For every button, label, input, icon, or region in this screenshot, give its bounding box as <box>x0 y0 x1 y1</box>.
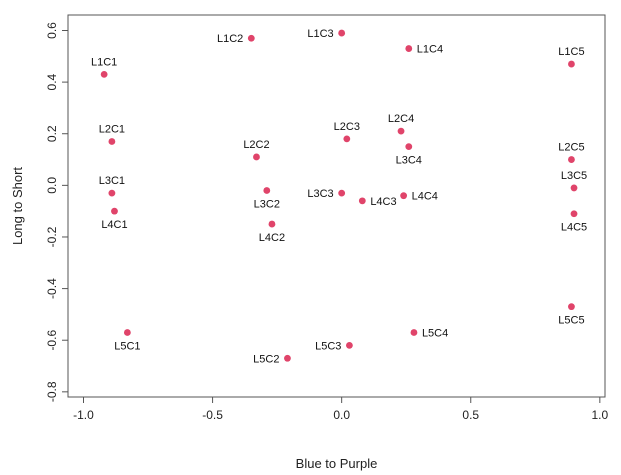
data-point-l1c2 <box>247 34 255 42</box>
point-label: L4C5 <box>561 222 587 234</box>
data-points <box>100 29 578 362</box>
point-label: L3C2 <box>254 199 280 211</box>
point-label: L5C4 <box>422 327 448 339</box>
y-tick-label: -0.8 <box>45 381 59 402</box>
point-label: L2C1 <box>99 123 125 135</box>
point-label: L1C1 <box>91 56 117 68</box>
point-label: L2C3 <box>334 121 360 133</box>
data-point-l5c4 <box>410 329 418 336</box>
data-point-l2c3 <box>343 135 351 143</box>
data-point-l1c5 <box>568 60 575 68</box>
point-label: L2C2 <box>243 139 269 151</box>
point-label: L1C2 <box>217 33 243 45</box>
point-label: L4C3 <box>370 196 396 208</box>
point-label: L4C1 <box>101 219 127 231</box>
data-point-l1c1 <box>100 70 108 78</box>
data-point-l3c4 <box>405 143 413 151</box>
point-label: L5C2 <box>253 353 279 365</box>
data-point-l2c5 <box>568 156 575 163</box>
x-tick-label: 0.0 <box>333 408 350 422</box>
y-tick-label: -0.2 <box>45 226 59 247</box>
x-axis: -1.0 -0.5 0.0 0.5 1.0 <box>73 397 609 422</box>
data-point-l4c5 <box>570 210 578 218</box>
data-point-l3c1 <box>108 189 116 197</box>
point-label: L2C5 <box>558 142 584 154</box>
data-point-l3c3 <box>338 189 346 197</box>
point-labels: L1C1 L1C2 L1C3 L1C4 L1C5 L2C1 L2C2 L2C3 L2C4 L2C5… <box>91 28 587 365</box>
data-point-l4c3 <box>358 197 366 205</box>
point-label: L3C5 <box>561 170 587 182</box>
point-label: L1C4 <box>417 44 443 56</box>
y-tick-label: 0.4 <box>45 73 59 90</box>
y-axis: 0.6 0.4 0.2 0.0 -0.2 -0.4 -0.6 -0.8 <box>45 22 68 402</box>
x-tick-label: -0.5 <box>202 408 223 422</box>
point-label: L3C3 <box>307 188 333 200</box>
data-point-l4c1 <box>111 207 118 215</box>
x-tick-label: 1.0 <box>591 408 608 422</box>
y-tick-label: -0.6 <box>45 330 59 351</box>
data-point-l4c2 <box>268 220 276 228</box>
x-tick-label: 0.5 <box>462 408 479 422</box>
data-point-l4c4 <box>400 192 408 200</box>
x-tick-label: -1.0 <box>73 408 94 422</box>
data-point-l5c3 <box>346 341 353 349</box>
point-label: L2C4 <box>388 113 414 125</box>
data-point-l3c2 <box>263 187 271 194</box>
y-axis-title: Long to Short <box>10 167 25 245</box>
data-point-l2c1 <box>108 138 116 145</box>
point-label: L1C3 <box>307 28 333 40</box>
y-tick-label: 0.0 <box>45 177 59 194</box>
data-point-l5c2 <box>284 354 291 362</box>
data-point-l1c3 <box>338 29 346 37</box>
y-tick-label: -0.4 <box>45 278 59 299</box>
point-label: L5C1 <box>114 340 140 352</box>
y-tick-label: 0.2 <box>45 125 59 142</box>
y-tick-label: 0.6 <box>45 22 59 39</box>
point-label: L3C4 <box>396 155 422 167</box>
data-point-l5c5 <box>568 303 575 311</box>
data-point-l1c4 <box>405 45 413 52</box>
point-label: L1C5 <box>558 46 584 58</box>
x-axis-title: Blue to Purple <box>296 456 378 471</box>
point-label: L4C4 <box>412 191 438 203</box>
point-label: L4C2 <box>259 232 285 244</box>
data-point-l3c5 <box>570 184 578 192</box>
point-label: L5C3 <box>315 340 341 352</box>
data-point-l5c1 <box>123 329 131 336</box>
point-label: L5C5 <box>558 315 584 327</box>
plot-frame <box>67 14 606 398</box>
point-label: L3C1 <box>99 175 125 187</box>
data-point-l2c4 <box>397 127 405 135</box>
data-point-l2c2 <box>253 153 260 161</box>
